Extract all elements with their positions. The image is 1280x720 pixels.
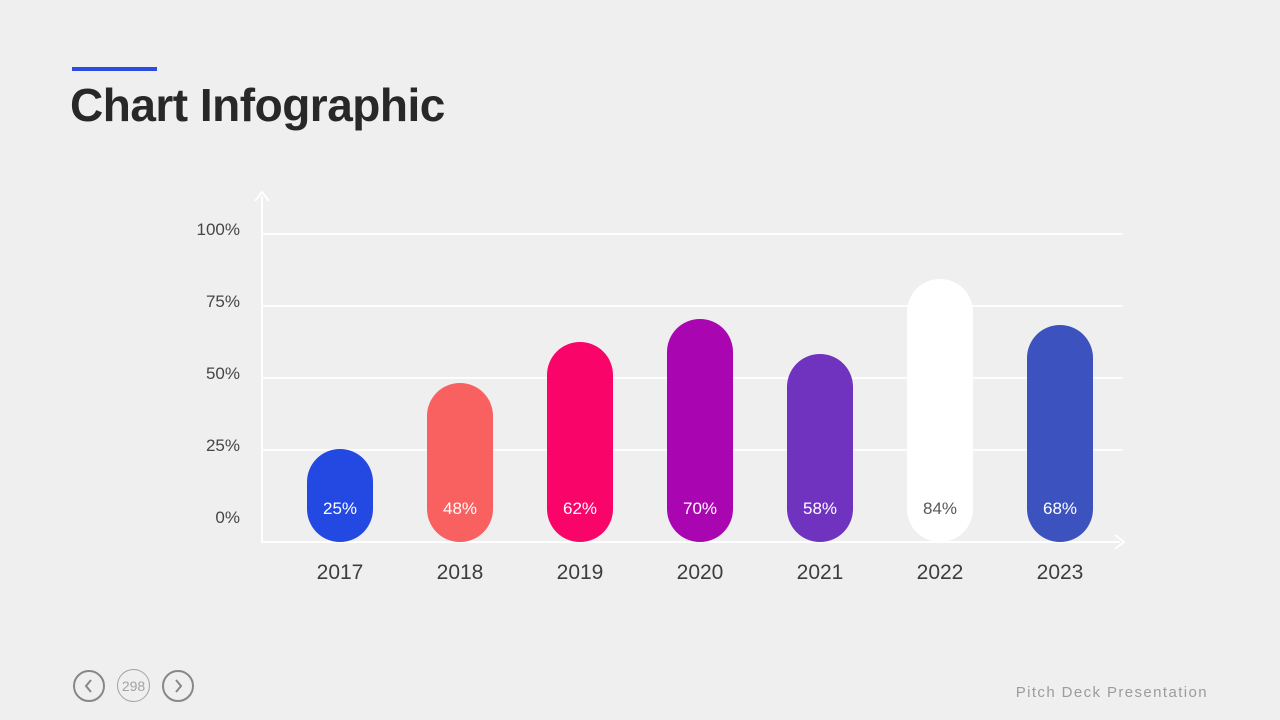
page-number-badge: 298 xyxy=(117,669,150,702)
y-axis-tick-label: 50% xyxy=(205,364,240,383)
bar-2022: 84% xyxy=(907,279,973,542)
page-title: Chart Infographic xyxy=(70,79,445,131)
slide-nav: 298 xyxy=(73,669,194,702)
bar-value-label: 58% xyxy=(802,499,838,518)
x-axis-label-2023: 2023 xyxy=(1036,561,1084,584)
gridline-100 xyxy=(263,233,1123,235)
bar-value-label: 68% xyxy=(1042,499,1078,518)
bar-2021: 58% xyxy=(787,354,853,542)
bar-2023: 68% xyxy=(1027,325,1093,542)
title-accent-bar xyxy=(72,67,157,71)
y-axis-tick-label: 0% xyxy=(215,508,240,527)
bar-2018: 48% xyxy=(427,383,493,542)
bar-2017: 25% xyxy=(307,449,373,542)
bar-value-label: 70% xyxy=(682,499,718,518)
x-axis-label-2019: 2019 xyxy=(556,561,604,584)
chevron-right-icon xyxy=(175,678,183,693)
footer-text: Pitch Deck Presentation xyxy=(1015,684,1208,701)
next-slide-button[interactable] xyxy=(162,669,194,702)
gridline-75 xyxy=(263,305,1123,307)
y-axis-tick-label: 100% xyxy=(196,220,240,239)
bar-2020: 70% xyxy=(667,319,733,542)
x-axis-label-2018: 2018 xyxy=(436,561,484,584)
bar-value-label: 84% xyxy=(922,499,958,518)
x-axis-arrow-icon xyxy=(1114,534,1126,550)
x-axis-label-2017: 2017 xyxy=(316,561,364,584)
x-axis-label-2020: 2020 xyxy=(676,561,724,584)
x-axis-label-2021: 2021 xyxy=(796,561,844,584)
bar-value-label: 48% xyxy=(442,499,478,518)
y-axis-tick-label: 25% xyxy=(205,436,240,455)
bar-value-label: 62% xyxy=(562,499,598,518)
x-axis-label-2022: 2022 xyxy=(916,561,964,584)
page-number: 298 xyxy=(121,677,146,694)
bar-2019: 62% xyxy=(547,342,613,542)
y-axis-tick-label: 75% xyxy=(205,292,240,311)
chevron-left-icon xyxy=(84,678,92,693)
bar-value-label: 25% xyxy=(322,499,358,518)
y-axis-arrow-icon xyxy=(254,190,270,202)
prev-slide-button[interactable] xyxy=(73,669,105,702)
